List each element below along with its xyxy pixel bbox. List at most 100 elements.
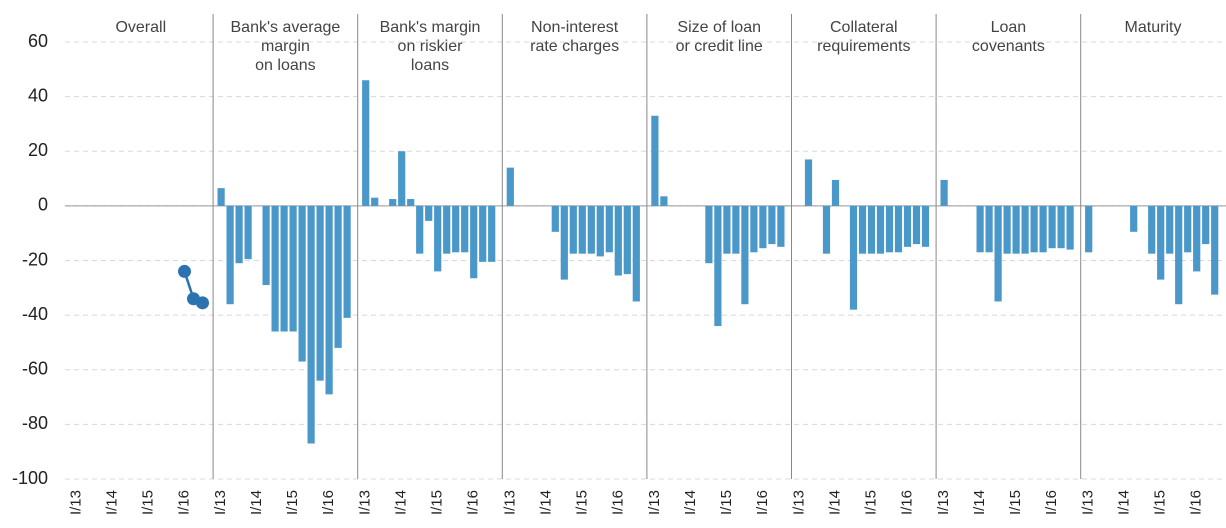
bar bbox=[262, 205, 270, 286]
y-tick-label: -40 bbox=[22, 304, 48, 324]
bar bbox=[334, 205, 342, 348]
bar bbox=[343, 205, 351, 318]
bar bbox=[551, 205, 559, 232]
bar bbox=[623, 205, 631, 275]
x-tick-label: I/16 bbox=[465, 490, 482, 515]
bar bbox=[316, 205, 324, 381]
panel-title: or credit line bbox=[676, 38, 763, 55]
bar bbox=[425, 205, 433, 221]
bar bbox=[488, 205, 496, 262]
bar bbox=[1157, 205, 1165, 280]
bar bbox=[325, 205, 333, 395]
panel-title: Collateral bbox=[830, 19, 898, 36]
bar bbox=[560, 205, 568, 280]
panel-title: on riskier bbox=[398, 38, 464, 55]
bar bbox=[1184, 205, 1192, 253]
bar bbox=[452, 205, 460, 253]
bar bbox=[578, 205, 586, 254]
bar bbox=[723, 205, 731, 254]
bar bbox=[407, 199, 415, 206]
bar bbox=[614, 205, 622, 276]
bar bbox=[605, 205, 613, 253]
bar bbox=[217, 188, 225, 206]
x-tick-label: I/15 bbox=[1152, 490, 1169, 515]
bar bbox=[714, 205, 722, 327]
x-tick-label: I/15 bbox=[429, 490, 446, 515]
bar bbox=[705, 205, 713, 264]
bar bbox=[280, 205, 288, 332]
bar bbox=[1148, 205, 1156, 254]
panel-title: Overall bbox=[115, 19, 166, 36]
bar bbox=[289, 205, 297, 332]
bar bbox=[921, 205, 930, 247]
point bbox=[196, 296, 209, 310]
x-tick-label: I/13 bbox=[501, 490, 518, 515]
bar bbox=[777, 205, 785, 247]
bar bbox=[244, 205, 252, 260]
panel-title: Non-interest bbox=[531, 19, 619, 36]
bar bbox=[1012, 205, 1020, 254]
x-tick-label: I/14 bbox=[537, 490, 554, 515]
x-tick-label: I/16 bbox=[1188, 490, 1205, 515]
x-tick-label: I/14 bbox=[682, 490, 699, 515]
bar bbox=[398, 151, 406, 206]
bar bbox=[1066, 205, 1074, 250]
bar bbox=[479, 205, 487, 262]
bar bbox=[1021, 205, 1029, 254]
bar bbox=[271, 205, 279, 332]
x-tick-label: I/14 bbox=[1116, 490, 1133, 515]
bar bbox=[226, 205, 234, 305]
x-tick-label: I/14 bbox=[393, 490, 410, 515]
y-tick-label: 0 bbox=[38, 195, 48, 215]
bar bbox=[750, 205, 758, 253]
panel-title: requirements bbox=[817, 38, 910, 55]
bar bbox=[876, 205, 885, 254]
x-tick-label: I/14 bbox=[826, 490, 843, 515]
bar bbox=[867, 205, 876, 254]
x-tick-label: I/16 bbox=[320, 490, 337, 515]
y-tick-label: 60 bbox=[28, 31, 48, 51]
bar bbox=[1048, 205, 1056, 249]
bar bbox=[470, 205, 478, 279]
x-tick-label: I/15 bbox=[862, 490, 879, 515]
bar bbox=[434, 205, 442, 272]
y-tick-label: -60 bbox=[22, 359, 48, 379]
bar bbox=[298, 205, 306, 362]
bar bbox=[651, 115, 659, 206]
bar bbox=[1211, 205, 1219, 295]
bar bbox=[1085, 205, 1093, 253]
x-tick-label: I/13 bbox=[790, 490, 807, 515]
y-tick-label: -100 bbox=[12, 468, 48, 488]
bar bbox=[371, 197, 379, 206]
panel-title: rate charges bbox=[530, 38, 619, 55]
bar bbox=[307, 205, 315, 444]
x-tick-label: I/15 bbox=[284, 490, 301, 515]
bar bbox=[506, 167, 514, 206]
x-tick-label: I/15 bbox=[718, 490, 735, 515]
x-tick-label: I/15 bbox=[573, 490, 590, 515]
x-tick-label: I/16 bbox=[898, 490, 915, 515]
bar bbox=[985, 205, 993, 253]
x-tick-label: I/13 bbox=[67, 490, 84, 515]
y-tick-label: 40 bbox=[28, 85, 48, 105]
bar bbox=[804, 159, 813, 206]
bar bbox=[849, 205, 858, 310]
x-tick-label: I/13 bbox=[935, 490, 952, 515]
bar bbox=[1057, 205, 1065, 249]
point bbox=[178, 264, 191, 278]
bar bbox=[569, 205, 577, 254]
panel-title: Maturity bbox=[1125, 19, 1182, 36]
bar bbox=[732, 205, 740, 254]
x-tick-label: I/13 bbox=[1080, 490, 1097, 515]
bar bbox=[768, 205, 776, 245]
x-tick-label: I/16 bbox=[609, 490, 626, 515]
panel-title: covenants bbox=[972, 38, 1045, 55]
panel-title: Size of loan bbox=[677, 19, 761, 36]
y-tick-label: -20 bbox=[22, 249, 48, 269]
x-tick-label: I/14 bbox=[971, 490, 988, 515]
bar bbox=[912, 205, 921, 245]
bar bbox=[587, 205, 595, 254]
bar bbox=[1003, 205, 1011, 254]
x-tick-label: I/14 bbox=[103, 490, 120, 515]
